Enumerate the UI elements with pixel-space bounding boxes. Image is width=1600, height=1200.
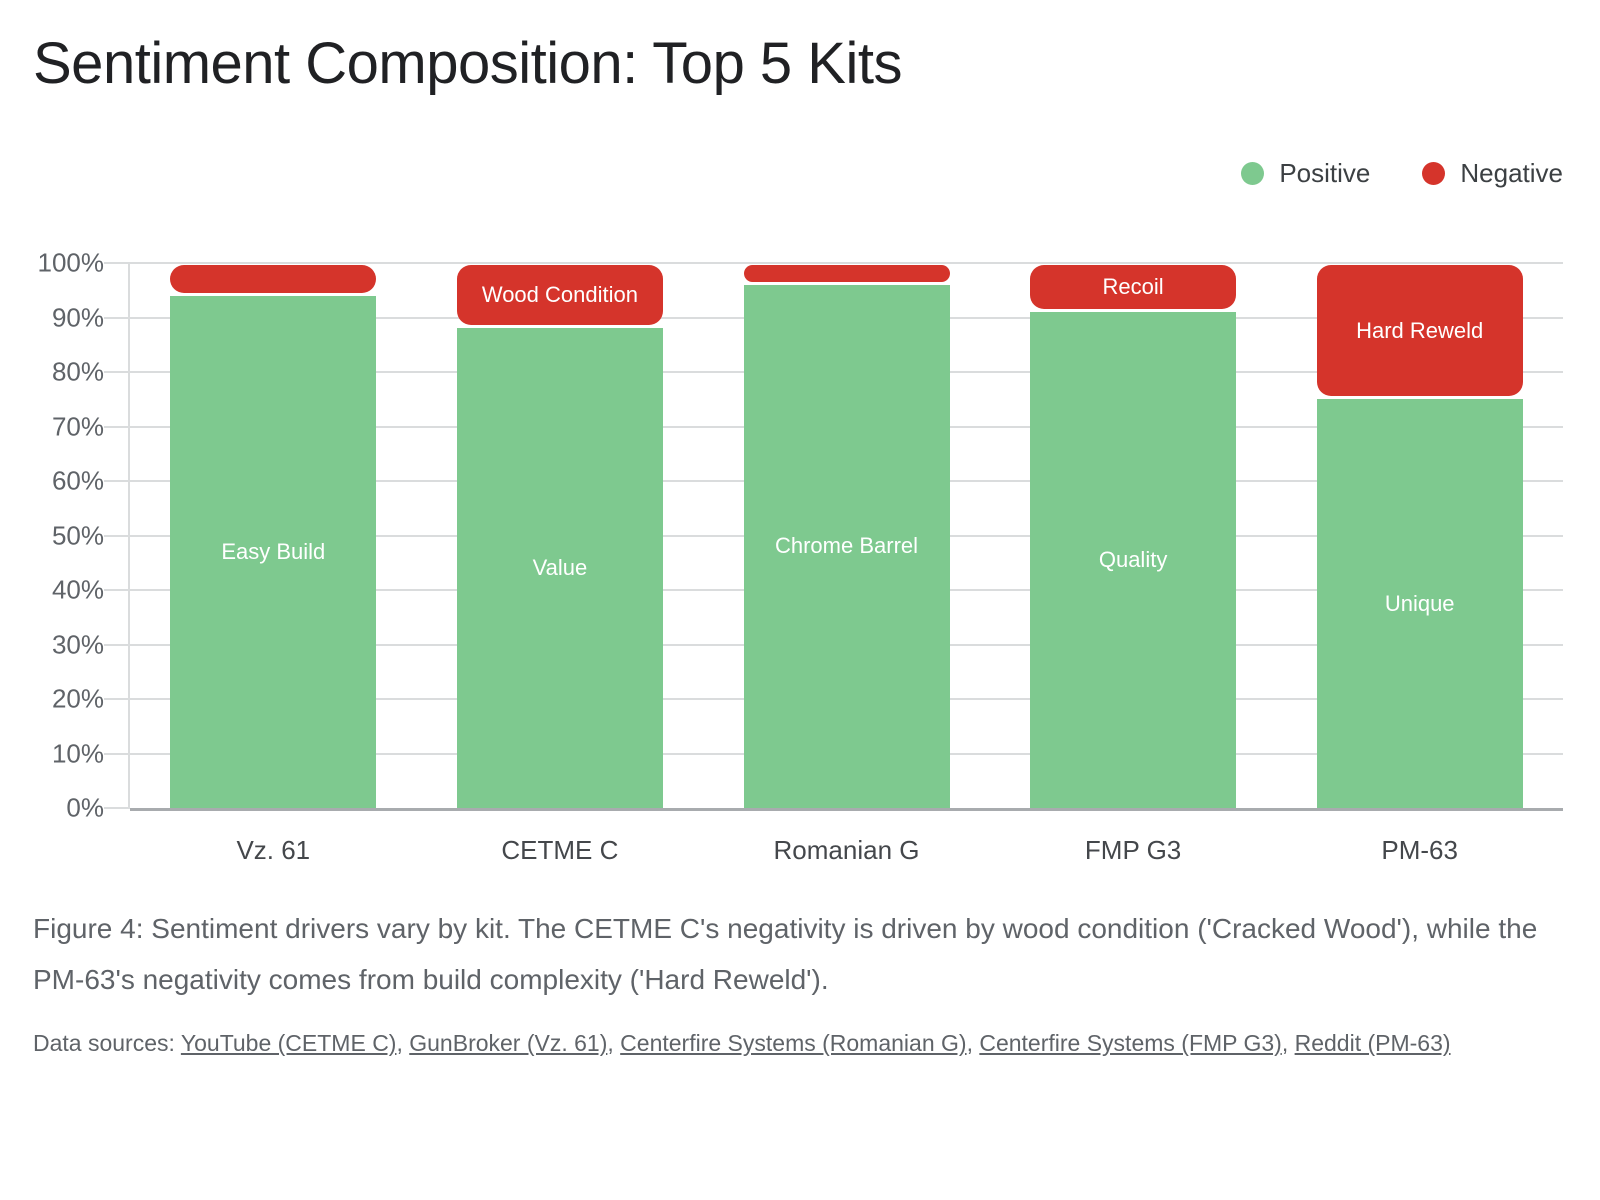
y-axis-tick — [104, 643, 130, 646]
source-link-separator: , — [396, 1030, 410, 1056]
source-link[interactable]: Centerfire Systems (FMP G3) — [979, 1030, 1282, 1056]
source-link[interactable]: Reddit (PM-63) — [1294, 1030, 1451, 1056]
x-axis-category-label: FMP G3 — [1084, 835, 1182, 865]
bar-negative-segment[interactable] — [170, 265, 377, 293]
plot-area: 0% 10% 20% 30% 40% 50% 60% 70% 80% 90% 100% Easy Bu… — [38, 248, 1563, 865]
negative-swatch-icon — [1422, 162, 1446, 185]
bar-positive-segment[interactable]: Value — [456, 328, 663, 808]
y-axis-tick — [104, 534, 130, 537]
positive-segment-label: Chrome Barrel — [774, 533, 919, 559]
x-axis-baseline — [130, 808, 1563, 811]
y-axis-tick-label: 90% — [51, 302, 104, 332]
chart-title: Sentiment Composition: Top 5 Kits — [33, 31, 903, 96]
data-sources-prefix: Data sources: — [33, 1030, 181, 1056]
y-axis-tick — [104, 371, 130, 373]
bar-positive-segment[interactable]: Easy Build — [170, 295, 377, 808]
y-axis-tick-label: 80% — [51, 356, 104, 387]
bar-negative-segment[interactable]: Wood Condition — [456, 265, 663, 326]
y-axis-tick — [104, 425, 130, 428]
legend: Positive Negative — [1241, 158, 1563, 189]
negative-segment-label: Recoil — [1102, 274, 1164, 300]
y-axis-tick-label: 0% — [66, 792, 104, 823]
data-sources: Data sources: YouTube (CETME C), GunBrok… — [33, 1030, 1573, 1057]
bar-positive-segment[interactable]: Quality — [1030, 312, 1237, 808]
x-axis-category-label: PM-63 — [1381, 835, 1458, 865]
y-axis-line — [128, 263, 130, 808]
positive-segment-label: Unique — [1384, 590, 1455, 616]
y-axis-tick-label: 10% — [51, 738, 104, 768]
y-axis-tick — [104, 316, 130, 319]
bar-positive-segment[interactable]: Chrome Barrel — [743, 284, 950, 808]
y-axis-tick-label: 40% — [51, 574, 104, 605]
y-axis-tick — [104, 752, 130, 755]
x-axis-category-label: Vz. 61 — [236, 835, 311, 865]
y-axis-tick — [104, 807, 130, 809]
legend-label-negative: Negative — [1460, 158, 1563, 188]
y-axis-tick-label: 60% — [51, 465, 104, 496]
y-axis-tick-label: 70% — [51, 411, 104, 441]
y-axis-tick-label: 100% — [37, 247, 105, 278]
bar-negative-segment[interactable]: Recoil — [1030, 265, 1237, 310]
bar-negative-segment[interactable]: Hard Reweld — [1316, 265, 1523, 397]
source-link[interactable]: Centerfire Systems (Romanian G) — [620, 1030, 967, 1056]
figure-caption: Figure 4: Sentiment drivers vary by kit.… — [33, 913, 1538, 995]
positive-swatch-icon — [1241, 162, 1265, 185]
y-axis-tick — [104, 698, 130, 700]
source-link-separator: , — [1281, 1030, 1295, 1056]
source-link-separator: , — [966, 1030, 980, 1056]
source-link[interactable]: YouTube (CETME C) — [180, 1030, 397, 1056]
bar-negative-segment[interactable] — [743, 265, 950, 282]
y-axis-tick-label: 50% — [51, 520, 104, 550]
legend-item-negative[interactable]: Negative — [1422, 158, 1563, 189]
y-axis-tick — [104, 589, 130, 591]
source-link-separator: , — [607, 1030, 621, 1056]
y-axis-tick-label: 30% — [51, 629, 104, 659]
legend-label-positive: Positive — [1279, 158, 1371, 188]
x-axis-category-label: Romanian G — [773, 835, 920, 865]
y-axis-tick — [104, 262, 130, 264]
positive-segment-label: Easy Build — [221, 538, 326, 564]
y-axis-tick-label: 20% — [51, 683, 104, 714]
bar-positive-segment[interactable]: Unique — [1316, 399, 1523, 808]
source-link[interactable]: GunBroker (Vz. 61) — [409, 1030, 608, 1056]
gridline — [130, 262, 1563, 264]
legend-item-positive[interactable]: Positive — [1241, 158, 1370, 189]
negative-segment-label: Wood Condition — [481, 282, 638, 308]
positive-segment-label: Quality — [1098, 547, 1168, 573]
positive-segment-label: Value — [532, 555, 588, 581]
y-axis-tick — [104, 480, 130, 482]
x-axis-category-label: CETME C — [501, 835, 619, 865]
negative-segment-label: Hard Reweld — [1356, 317, 1484, 343]
